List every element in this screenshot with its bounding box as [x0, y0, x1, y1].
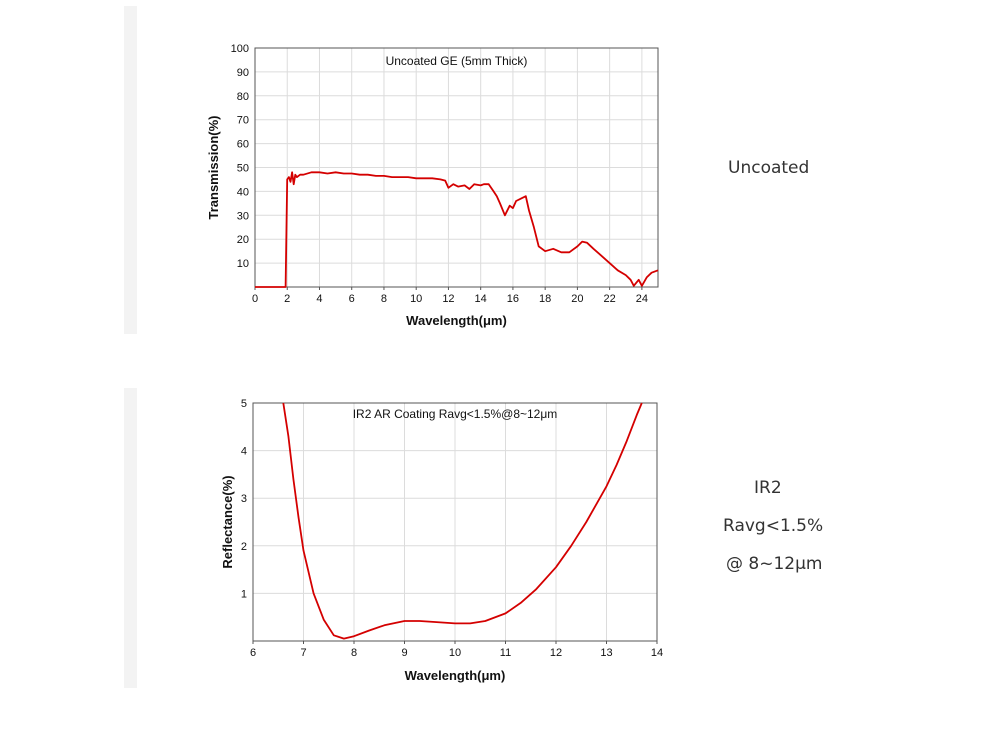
chart0-y-tick-label: 30 [237, 210, 249, 222]
chart0-y-tick-label: 60 [237, 139, 249, 151]
chart1-x-axis-label: Wavelength(μm) [405, 668, 506, 683]
chart0-x-axis-label: Wavelength(μm) [406, 313, 507, 328]
chart1-y-tick-label: 2 [241, 541, 247, 553]
ir2-label: IR2 [754, 478, 782, 498]
chart0-x-tick-label: 24 [636, 293, 648, 305]
chart0-x-tick-label: 6 [349, 293, 355, 305]
chart0-x-tick-label: 2 [284, 293, 290, 305]
chart0-title: Uncoated GE (5mm Thick) [386, 54, 528, 68]
chart0-x-tick-label: 14 [475, 293, 487, 305]
transmission-chart-svg: 0 2 4 6 8 10 12 14 16 18 20 22 241020304050607080901… [206, 43, 659, 328]
chart1-x-tick-label: 13 [600, 647, 612, 659]
transmission-chart: 0 2 4 6 8 10 12 14 16 18 20 22 24 10 20 30 40 50 60 70 80 90 1… [140, 0, 680, 345]
chart1-grid [253, 403, 657, 641]
chart0-x-tick-label: 22 [604, 293, 616, 305]
chart1-x-tick-label: 6 [250, 647, 256, 659]
chart0-x-tick-label: 18 [539, 293, 551, 305]
left-strip-bottom [124, 388, 137, 688]
chart0-y-tick-label: 10 [237, 258, 249, 270]
chart1-series-line-0 [282, 402, 643, 640]
chart0-x-tick-label: 20 [571, 293, 583, 305]
chart1-y-tick-label: 3 [241, 493, 247, 505]
chart1-y-tick-label: 1 [241, 588, 247, 600]
chart0-x-tick-label: 0 [252, 293, 258, 305]
chart1-x-tick-label: 8 [351, 647, 357, 659]
chart0-x-tick-label: 12 [442, 293, 454, 305]
chart0-x-tick-label: 8 [381, 293, 387, 305]
chart1-x-tick-label: 7 [300, 647, 306, 659]
chart0-grid [255, 48, 658, 287]
chart0-y-tick-label: 70 [237, 115, 249, 127]
chart0-y-tick-label: 100 [231, 43, 249, 55]
chart1-x-tick-label: 9 [401, 647, 407, 659]
range-label: @ 8~12μm [726, 554, 823, 574]
ravg-label: Ravg<1.5% [723, 516, 824, 536]
chart1-y-tick-label: 4 [241, 446, 247, 458]
chart0-y-axis-label: Transmission(%) [206, 115, 221, 219]
chart1-title: IR2 AR Coating Ravg<1.5%@8~12μm [353, 407, 558, 421]
chart0-series-line-0 [255, 171, 659, 288]
chart1-x-tick-label: 11 [500, 647, 511, 659]
chart1-y-axis-label: Reflectance(%) [220, 475, 235, 568]
chart0-frame [254, 47, 659, 288]
chart0-x-tick-label: 4 [316, 293, 322, 305]
chart0-x-tick-label: 16 [507, 293, 519, 305]
uncoated-label: Uncoated [728, 158, 810, 178]
reflectance-chart: 6 7 8 9 10 11 12 13 14 1 2 3 4 5 IR2 AR Coating Ravg<1… [140, 380, 680, 705]
chart1-x-tick-label: 12 [550, 647, 562, 659]
chart0-y-tick-label: 50 [237, 163, 249, 175]
chart1-x-tick-label: 10 [449, 647, 461, 659]
chart1-x-tick-label: 14 [651, 647, 663, 659]
left-strip-top [124, 6, 137, 334]
chart0-y-tick-label: 40 [237, 186, 249, 198]
chart0-y-tick-label: 90 [237, 67, 249, 79]
chart0-y-tick-label: 80 [237, 91, 249, 103]
chart1-y-tick-label: 5 [241, 398, 247, 410]
chart0-x-tick-label: 10 [410, 293, 422, 305]
chart0-y-tick-label: 20 [237, 234, 249, 246]
